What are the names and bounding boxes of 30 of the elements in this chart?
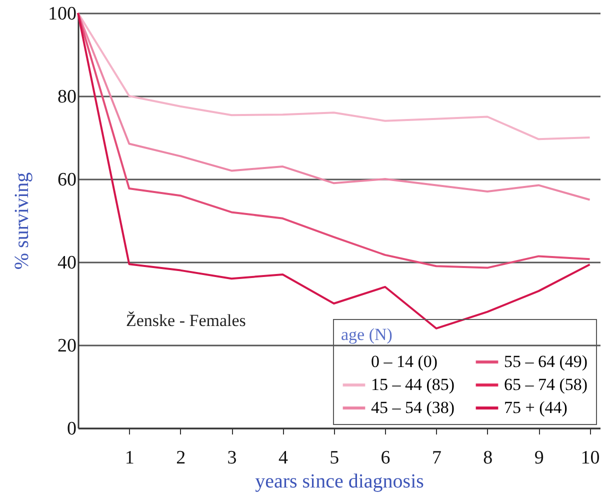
legend-label: 65 – 74 (58) [504, 375, 588, 394]
line-series [77, 12, 591, 140]
x-tick-label: 3 [227, 448, 237, 468]
y-tick-label: 100 [48, 4, 76, 24]
x-tick-label: 4 [278, 448, 288, 468]
x-tick-label: 7 [432, 448, 442, 468]
x-tick-label: 9 [534, 448, 544, 468]
x-tick-label: 6 [380, 448, 390, 468]
legend-label: 75 + (44) [504, 398, 568, 417]
legend-label: 55 – 64 (49) [504, 352, 588, 371]
line-series [77, 12, 591, 201]
x-tick-label: 2 [176, 448, 186, 468]
annotation: Ženske - Females [126, 311, 246, 330]
x-tick-label: 10 [580, 448, 600, 468]
x-axis-title: years since diagnosis [255, 470, 424, 492]
y-tick-label: 20 [58, 336, 76, 356]
y-tick-label: 80 [58, 86, 76, 108]
y-tick-label: 40 [58, 252, 76, 274]
legend-title: age (N) [341, 325, 392, 344]
x-tick-label: 8 [483, 448, 493, 468]
x-tick-label: 1 [124, 448, 134, 468]
y-tick-label: 0 [67, 418, 76, 440]
line-series [77, 12, 591, 269]
y-axis-title: % surviving [11, 172, 33, 270]
y-tick-label: 60 [58, 170, 76, 190]
line-series [77, 12, 591, 330]
x-tick-label: 5 [330, 448, 340, 468]
legend-label: 45 – 54 (38) [371, 398, 455, 417]
text: 0 – 14 (0) [371, 352, 438, 371]
legend-label: 15 – 44 (85) [371, 375, 455, 394]
